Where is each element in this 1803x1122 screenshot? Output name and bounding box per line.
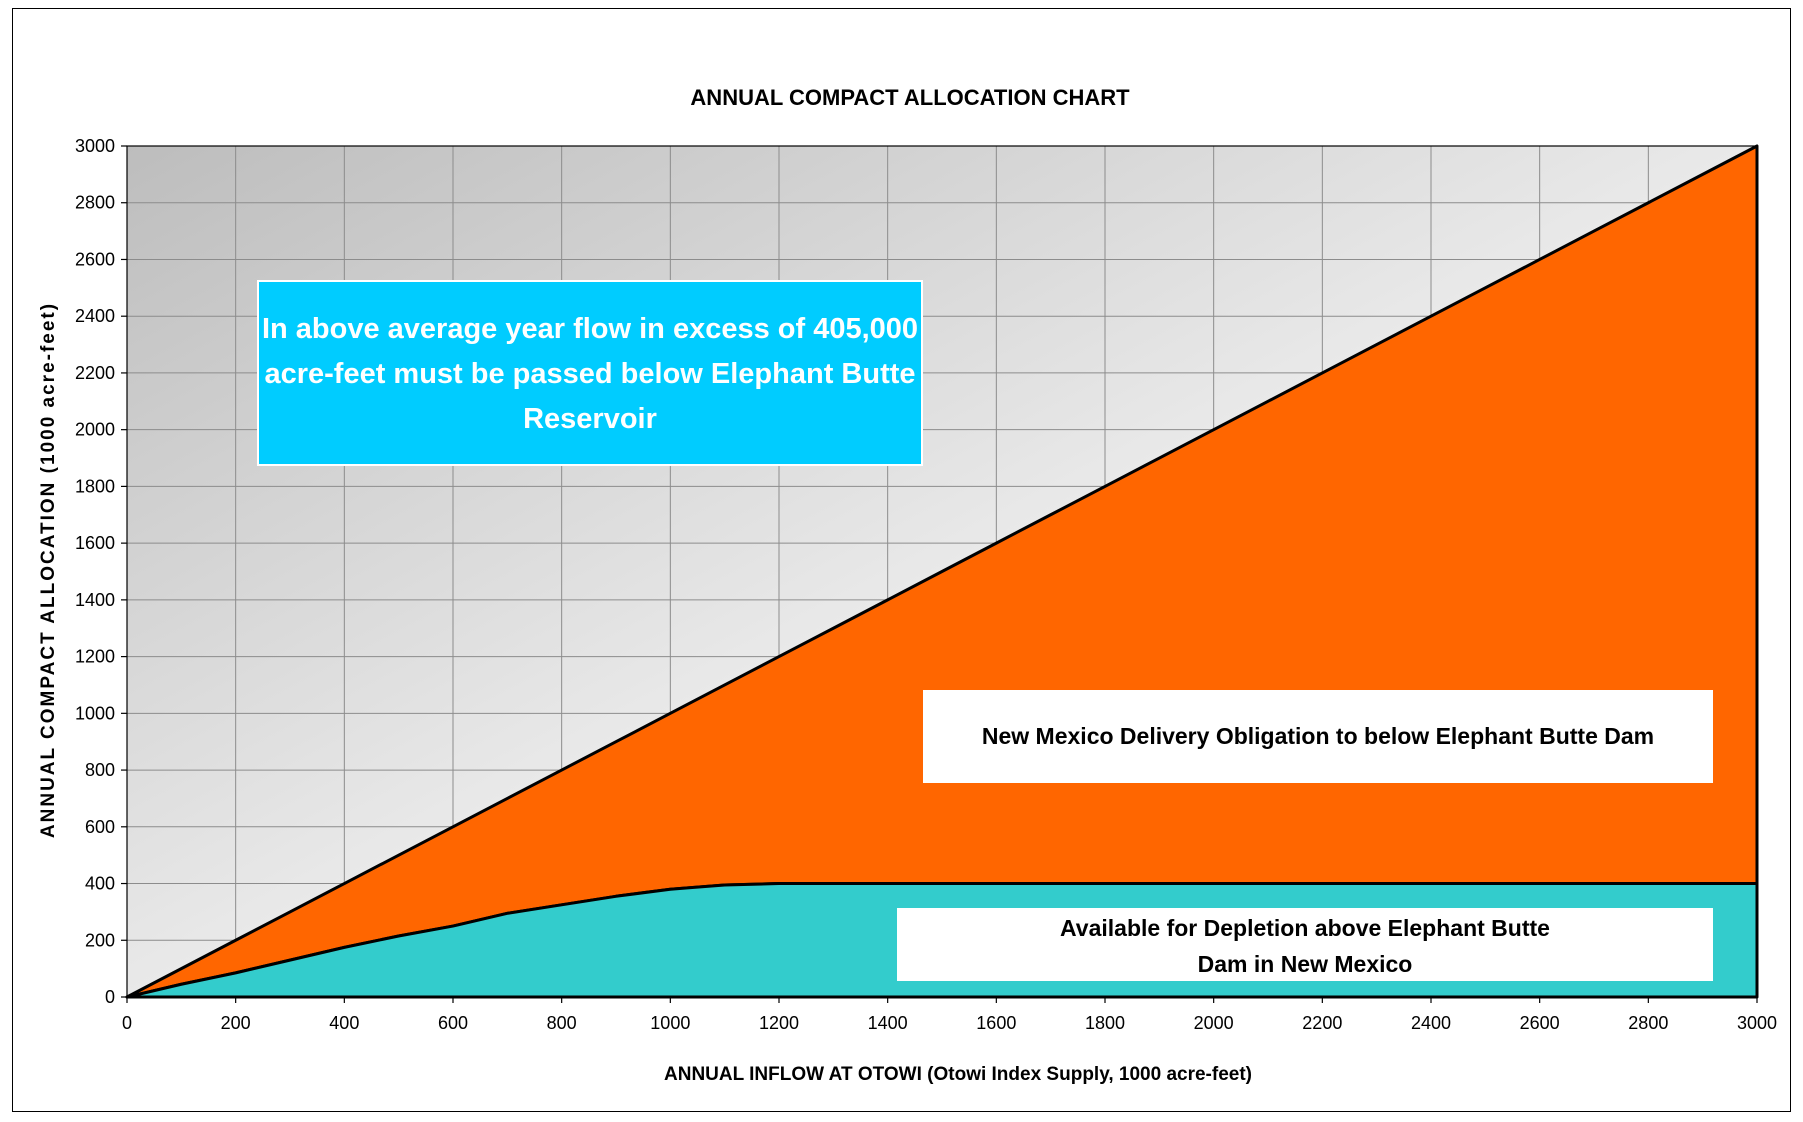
x-tick-label: 400: [329, 1013, 359, 1033]
x-tick-label: 800: [547, 1013, 577, 1033]
plot-border: [126, 145, 1758, 998]
annotation-available-depletion-text: Available for Depletion above Elephant B…: [1060, 915, 1550, 941]
annotation-above-average-year-text: In above average year flow in excess of …: [262, 313, 918, 345]
y-tick-label: 2200: [75, 363, 115, 383]
y-tick-label: 200: [85, 930, 115, 950]
y-tick-label: 1200: [75, 647, 115, 667]
x-tick-label: 1800: [1085, 1013, 1125, 1033]
y-tick-label: 2800: [75, 193, 115, 213]
x-tick-label: 3000: [1737, 1013, 1777, 1033]
x-tick-label: 2200: [1302, 1013, 1342, 1033]
annotation-above-average-year: In above average year flow in excess of …: [257, 280, 923, 466]
annotation-available-depletion: Available for Depletion above Elephant B…: [897, 908, 1713, 981]
y-axis-label: ANNUAL COMPACT ALLOCATION (1000 acre-fee…: [38, 302, 59, 838]
x-tick-label: 600: [438, 1013, 468, 1033]
x-tick-label: 1400: [868, 1013, 908, 1033]
y-tick-label: 800: [85, 760, 115, 780]
y-tick-label: 2400: [75, 306, 115, 326]
y-tick-label: 400: [85, 874, 115, 894]
y-tick-label: 3000: [75, 136, 115, 156]
annotation-above-average-year-box: [257, 280, 923, 466]
y-tick-label: 0: [105, 987, 115, 1007]
x-tick-label: 2400: [1411, 1013, 1451, 1033]
y-tick-label: 1600: [75, 533, 115, 553]
x-axis-ticks: 0 200 400 600 800 1000 1200 1400 1600 1800 2000 220…: [122, 997, 1777, 1033]
x-tick-label: 2600: [1520, 1013, 1560, 1033]
y-tick-label: 600: [85, 817, 115, 837]
annotation-available-depletion-text: Dam in New Mexico: [1198, 951, 1413, 977]
x-tick-label: 1200: [759, 1013, 799, 1033]
x-tick-label: 1600: [976, 1013, 1016, 1033]
y-axis-ticks: 0 200 400 600 800 1000 1200 1400 1600 1800 2000 220…: [75, 136, 127, 1007]
annotation-above-average-year-text: acre-feet must be passed below Elephant …: [264, 358, 915, 390]
x-tick-label: 0: [122, 1013, 132, 1033]
annotation-available-depletion-box: [897, 908, 1713, 981]
annotations: In above average year flow in excess of …: [257, 280, 1713, 981]
y-tick-label: 1800: [75, 476, 115, 496]
annotation-delivery-obligation-text: New Mexico Delivery Obligation to below …: [982, 723, 1654, 749]
y-tick-label: 1000: [75, 703, 115, 723]
x-axis-label: ANNUAL INFLOW AT OTOWI (Otowi Index Supp…: [664, 1064, 1252, 1085]
annotation-above-average-year-text: Reservoir: [523, 403, 657, 435]
y-tick-label: 2600: [75, 249, 115, 269]
annotation-delivery-obligation-box: [923, 690, 1713, 783]
x-tick-label: 200: [221, 1013, 251, 1033]
annotation-delivery-obligation: New Mexico Delivery Obligation to below …: [923, 690, 1713, 783]
x-tick-label: 2800: [1628, 1013, 1668, 1033]
y-tick-label: 1400: [75, 590, 115, 610]
chart-title: ANNUAL COMPACT ALLOCATION CHART: [690, 85, 1130, 110]
x-tick-label: 1000: [650, 1013, 690, 1033]
x-tick-label: 2000: [1194, 1013, 1234, 1033]
y-tick-label: 2000: [75, 420, 115, 440]
